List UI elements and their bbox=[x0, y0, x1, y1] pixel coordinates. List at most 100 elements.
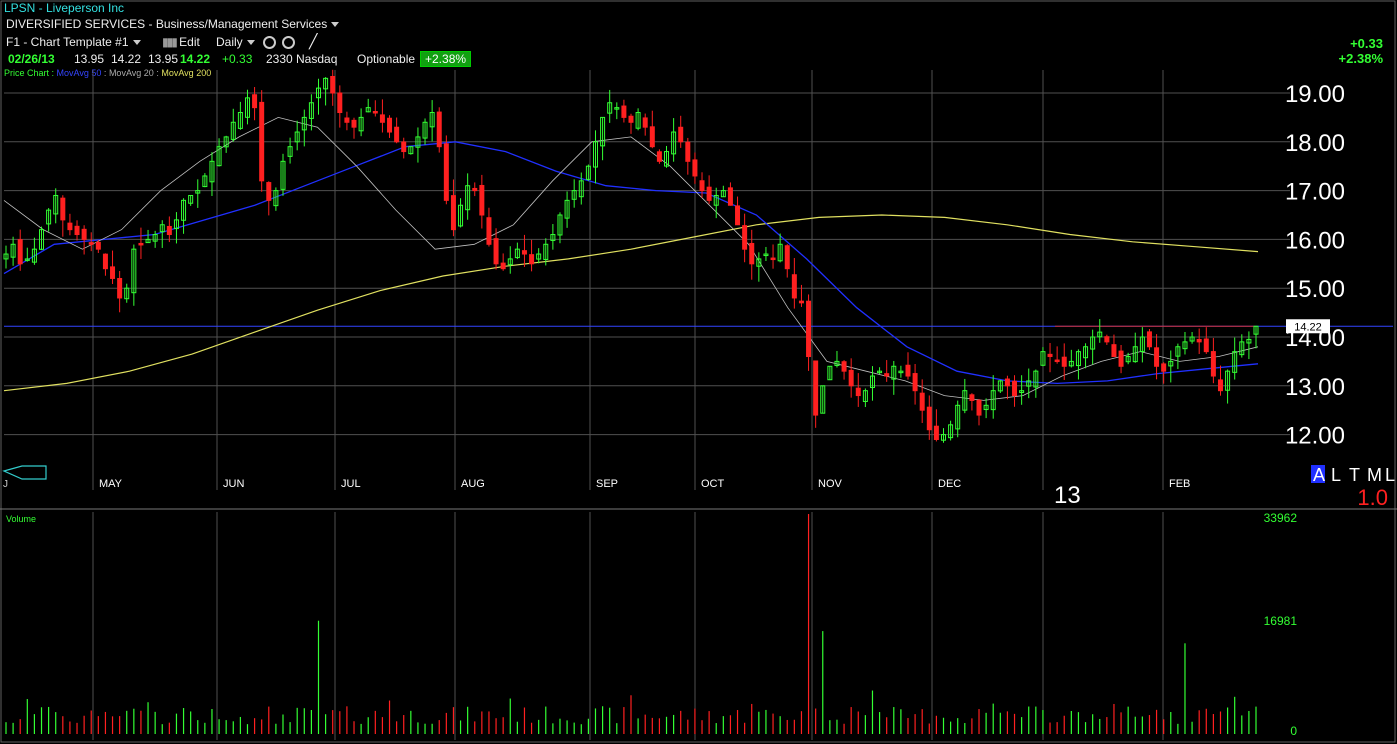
candle-body bbox=[379, 114, 385, 123]
candle-body bbox=[88, 242, 94, 245]
candle-body bbox=[209, 160, 215, 183]
candle-body bbox=[983, 404, 989, 411]
month-label: AUG bbox=[461, 478, 485, 490]
candle-body bbox=[869, 375, 875, 389]
timeframe-button[interactable]: A bbox=[1313, 465, 1325, 485]
candle-body bbox=[706, 186, 712, 201]
candle-body bbox=[1168, 360, 1174, 367]
period-dropdown[interactable]: Daily bbox=[216, 35, 255, 49]
year-label: 13 bbox=[1054, 482, 1081, 509]
candle-body bbox=[294, 131, 300, 143]
candle-body bbox=[266, 182, 272, 201]
candle-body bbox=[997, 380, 1003, 392]
candle-body bbox=[259, 101, 265, 182]
candle-body bbox=[763, 253, 769, 257]
candle-body bbox=[898, 370, 904, 374]
candle-body bbox=[514, 248, 520, 259]
candle-body bbox=[202, 175, 208, 188]
draw-line-icon[interactable]: ╱ bbox=[309, 33, 318, 49]
change-value: +0.33 bbox=[1350, 36, 1383, 51]
volume-tick: 16981 bbox=[1264, 614, 1298, 628]
candle-body bbox=[479, 184, 485, 216]
candle-body bbox=[223, 136, 229, 148]
toolbar: F1 - Chart Template #1 ▮▮▮ Edit Daily ╱ bbox=[0, 33, 1397, 51]
candle-body bbox=[330, 76, 336, 94]
candle-body bbox=[3, 253, 9, 260]
candle-body bbox=[1047, 353, 1053, 358]
candle-body bbox=[806, 300, 812, 358]
candle-body bbox=[685, 141, 691, 162]
candle-body bbox=[81, 228, 87, 240]
sector-bar[interactable]: DIVERSIFIED SERVICES - Business/Manageme… bbox=[0, 16, 1397, 32]
chart-legend: Price Chart : MovAvg 50 : MovAvg 20 : Mo… bbox=[4, 68, 212, 78]
timeframe-button[interactable]: M bbox=[1367, 465, 1382, 485]
candle-body bbox=[74, 225, 80, 236]
candle-body bbox=[720, 190, 726, 198]
candle-body bbox=[1253, 325, 1259, 335]
zoom-in-icon[interactable] bbox=[263, 35, 276, 50]
candle-body bbox=[678, 126, 684, 143]
zoom-out-icon[interactable] bbox=[282, 35, 295, 50]
candle-body bbox=[159, 224, 165, 233]
y-tick-label: 17.00 bbox=[1285, 179, 1345, 206]
quote-high: 14.22 bbox=[111, 52, 142, 66]
sector-label[interactable]: DIVERSIFIED SERVICES - Business/Manageme… bbox=[6, 17, 340, 31]
timeframe-button[interactable]: L bbox=[1331, 465, 1341, 485]
candle-body bbox=[365, 107, 371, 113]
candle-body bbox=[195, 190, 201, 194]
candle-body bbox=[877, 370, 883, 374]
candle-body bbox=[124, 287, 130, 300]
timeframe-button[interactable]: T bbox=[1349, 465, 1360, 485]
ma50-path bbox=[3, 141, 1259, 385]
candle-body bbox=[507, 258, 513, 266]
candle-body bbox=[962, 390, 968, 411]
symbol-title: LPSN - Liveperson Inc bbox=[4, 1, 125, 15]
candle-body bbox=[46, 209, 52, 225]
legend-ma20: MovAvg 20 bbox=[108, 68, 154, 78]
candle-body bbox=[387, 117, 393, 133]
pct-change-badge: +2.38% bbox=[420, 51, 472, 67]
candle-body bbox=[848, 369, 854, 387]
candle-body bbox=[664, 151, 670, 167]
candle-body bbox=[1239, 341, 1245, 356]
template-dropdown[interactable]: F1 - Chart Template #1 bbox=[6, 35, 141, 49]
ma50-line bbox=[3, 141, 1259, 385]
candle-body bbox=[557, 214, 563, 236]
edit-button[interactable]: ▮▮▮ Edit bbox=[162, 35, 200, 49]
candle-body bbox=[287, 146, 293, 157]
candle-body bbox=[976, 399, 982, 416]
candle-body bbox=[607, 102, 613, 114]
candle-body bbox=[1040, 351, 1046, 366]
month-label: FEB bbox=[1169, 478, 1190, 490]
candle-body bbox=[500, 262, 506, 270]
ma20-line bbox=[3, 116, 1259, 401]
candle-body bbox=[1012, 380, 1018, 397]
quote-open: 13.95 bbox=[74, 52, 105, 66]
candle-body bbox=[422, 121, 428, 139]
month-label: JUN bbox=[223, 478, 244, 490]
candle-body bbox=[1146, 331, 1152, 348]
candle-body bbox=[1075, 351, 1081, 367]
candle-body bbox=[571, 190, 577, 200]
candle-body bbox=[465, 185, 471, 211]
candle-body bbox=[152, 234, 158, 242]
timeframe-button[interactable]: L bbox=[1385, 465, 1395, 485]
candle-body bbox=[110, 266, 116, 279]
edge-label: J bbox=[3, 479, 8, 490]
candle-body bbox=[827, 365, 833, 381]
ma200-path bbox=[3, 214, 1259, 392]
candle-body bbox=[1097, 331, 1103, 338]
candle-body bbox=[1132, 346, 1138, 363]
candle-body bbox=[649, 126, 655, 148]
candle-body bbox=[969, 394, 975, 401]
candle-body bbox=[1210, 351, 1216, 377]
candle-body bbox=[316, 87, 321, 99]
candle-body bbox=[578, 180, 584, 198]
month-label: JUL bbox=[341, 478, 361, 490]
candle-body bbox=[749, 242, 755, 265]
price-tag-bg bbox=[1286, 319, 1330, 334]
month-label: NOV bbox=[818, 478, 843, 490]
quote-low: 13.95 bbox=[148, 52, 179, 66]
candle-body bbox=[252, 94, 258, 109]
